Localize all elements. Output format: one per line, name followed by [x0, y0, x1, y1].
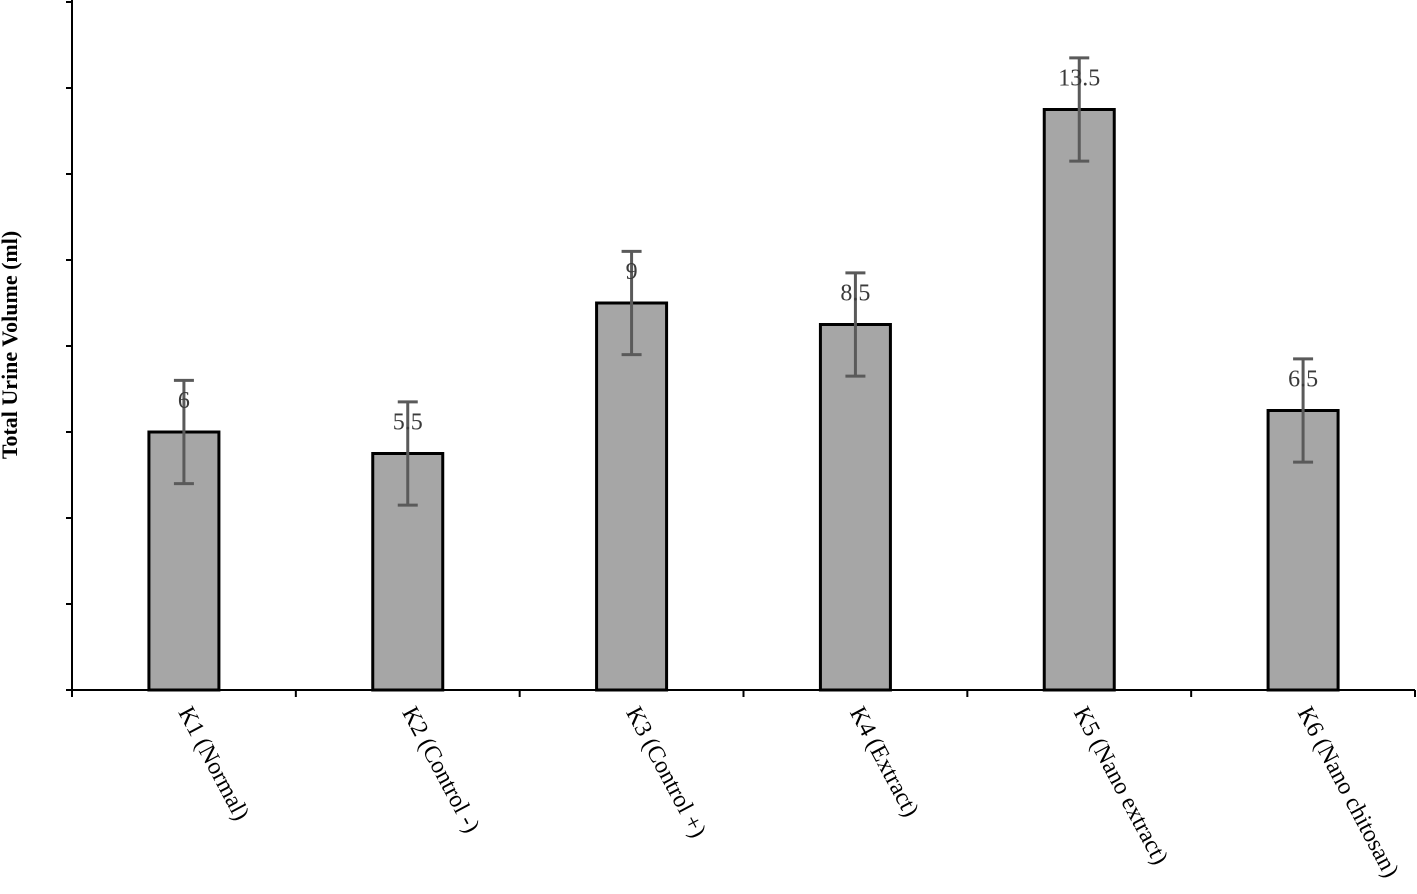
- error-bars: [173, 56, 1314, 507]
- x-tick-label: K3 (Control +): [620, 703, 711, 843]
- bars: [147, 108, 1340, 692]
- bar: [595, 301, 669, 692]
- x-tick-labels: K1 (Normal) K2 (Control -) K3 (Control +) K…: [173, 703, 1404, 882]
- bar: [1042, 108, 1116, 692]
- data-label: 9: [626, 259, 638, 285]
- data-label: 13.5: [1058, 66, 1100, 92]
- bar: [818, 323, 892, 692]
- x-tick-label: K5 (Nano extract): [1068, 703, 1173, 869]
- y-axis-title: Total Urine Volume (ml): [0, 231, 22, 459]
- x-tick-label: K2 (Control -): [396, 703, 484, 838]
- x-tick-label: K4 (Extract): [844, 703, 924, 822]
- data-label: 6.5: [1288, 367, 1318, 393]
- data-label: 6: [178, 388, 190, 414]
- axes: [66, 0, 1416, 697]
- data-label: 8.5: [840, 281, 870, 307]
- x-tick-label: K1 (Normal): [173, 703, 254, 825]
- x-tick-label: K6 (Nano chitosan): [1292, 703, 1404, 882]
- data-label: 5.5: [393, 410, 423, 436]
- data-labels: 6 5.5 9 8.5 13.5 6.5: [178, 66, 1318, 436]
